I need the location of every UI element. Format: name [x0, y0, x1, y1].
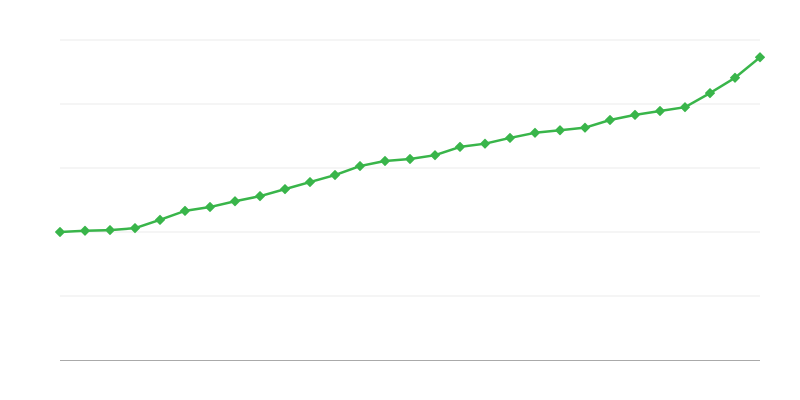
data-point — [80, 225, 90, 236]
data-point — [55, 227, 65, 237]
data-point — [455, 141, 465, 152]
data-point — [105, 225, 115, 236]
data-point — [555, 125, 565, 136]
data-point — [330, 170, 340, 181]
data-point — [530, 127, 540, 138]
data-point — [380, 155, 390, 166]
data-point — [180, 205, 190, 216]
data-point — [705, 88, 715, 99]
gridlines — [60, 39, 760, 297]
series-line — [59, 56, 761, 234]
data-point — [580, 122, 590, 133]
data-point — [755, 52, 765, 63]
data-point — [505, 132, 515, 143]
data-point — [655, 106, 665, 117]
data-point — [130, 223, 140, 234]
data-point — [730, 72, 740, 83]
data-point — [155, 214, 165, 225]
data-point — [355, 161, 365, 172]
data-point — [430, 150, 440, 161]
data-point — [480, 138, 490, 149]
data-point — [205, 202, 215, 213]
series-group — [55, 52, 765, 237]
data-point — [305, 177, 315, 188]
data-point — [680, 102, 690, 113]
data-point — [230, 196, 240, 207]
data-point — [605, 115, 615, 125]
data-point — [255, 191, 265, 202]
data-point — [280, 184, 290, 195]
data-point — [405, 154, 415, 165]
data-point — [630, 109, 640, 120]
